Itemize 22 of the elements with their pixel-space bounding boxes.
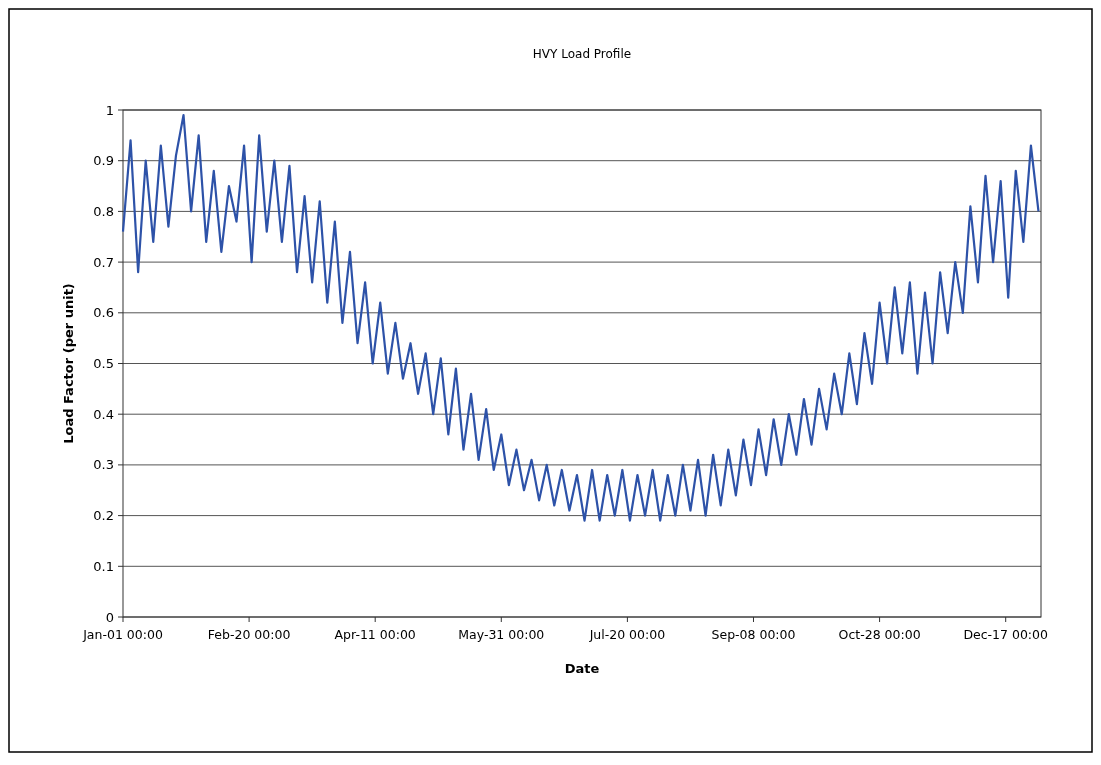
y-tick-label: 0.4 bbox=[93, 406, 114, 422]
y-tick-label: 0 bbox=[105, 609, 114, 625]
y-tick-label: 1 bbox=[105, 102, 114, 118]
x-tick-label: May-31 00:00 bbox=[458, 627, 545, 642]
y-tick-label: 0.9 bbox=[93, 153, 114, 169]
x-tick-label: Sep-08 00:00 bbox=[711, 627, 796, 642]
y-tick-label: 0.2 bbox=[93, 508, 114, 524]
chart-title: HVY Load Profile bbox=[532, 47, 632, 61]
x-tick-label: Jul-20 00:00 bbox=[588, 627, 666, 642]
x-axis-title: Date bbox=[564, 661, 600, 676]
y-tick-label: 0.6 bbox=[93, 305, 114, 321]
x-tick-label: Apr-11 00:00 bbox=[334, 627, 416, 642]
x-tick-label: Jan-01 00:00 bbox=[82, 627, 163, 642]
x-tick-label: Dec-17 00:00 bbox=[963, 627, 1049, 642]
x-tick-label: Feb-20 00:00 bbox=[207, 627, 291, 642]
y-tick-label: 0.8 bbox=[93, 203, 114, 219]
y-tick-label: 0.3 bbox=[93, 457, 114, 473]
y-tick-label: 0.5 bbox=[93, 356, 114, 372]
y-axis-title: Load Factor (per unit) bbox=[61, 283, 76, 444]
y-tick-label: 0.1 bbox=[93, 558, 114, 574]
y-tick-label: 0.7 bbox=[93, 254, 114, 270]
x-tick-label: Oct-28 00:00 bbox=[838, 627, 921, 642]
